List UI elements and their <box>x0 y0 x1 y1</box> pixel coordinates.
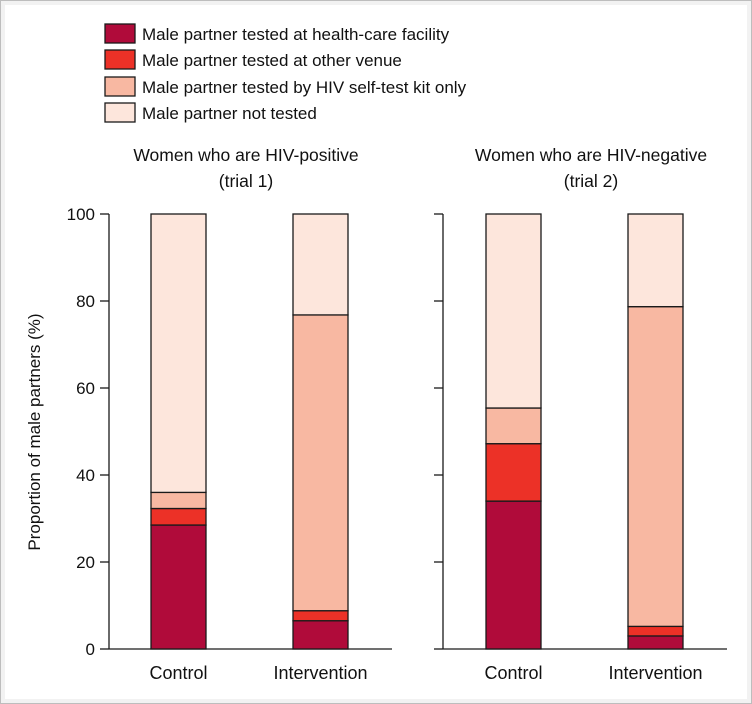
panel-title-line: Women who are HIV-negative <box>475 145 707 165</box>
legend-label: Male partner tested at other venue <box>142 51 402 70</box>
bar-segment <box>627 306 684 628</box>
panel-title-hiv-negative: Women who are HIV-negative (trial 2) <box>475 145 707 191</box>
legend-swatch <box>104 76 136 97</box>
stacked-bar-intervention <box>292 213 349 650</box>
panel-title-line: (trial 1) <box>219 171 273 191</box>
y-tick-label: 60 <box>76 379 95 398</box>
x-category-label: Control <box>484 663 542 683</box>
legend-label: Male partner tested by HIV self-test kit… <box>142 78 467 97</box>
y-tick-label: 0 <box>86 640 95 659</box>
bar-segment <box>292 213 349 316</box>
bar-segment <box>150 524 207 650</box>
legend-item: Male partner tested at other venue <box>104 49 402 70</box>
y-tick-label: 80 <box>76 292 95 311</box>
stacked-bar-intervention <box>627 213 684 650</box>
bar-segment <box>627 213 684 308</box>
bars <box>150 213 684 650</box>
panel-title-line: (trial 2) <box>564 171 618 191</box>
category-labels: Control Intervention Control Intervention <box>149 663 702 683</box>
bar-segment <box>627 625 684 637</box>
x-category-label: Intervention <box>273 663 367 683</box>
stacked-bar-control <box>485 213 542 650</box>
bar-segment <box>150 213 207 494</box>
bar-segment <box>485 500 542 650</box>
bar-segment <box>485 407 542 445</box>
legend-label: Male partner tested at health-care facil… <box>142 25 450 44</box>
y-axis-label: Proportion of male partners (%) <box>25 313 44 550</box>
legend-swatch <box>104 102 136 123</box>
bar-segment <box>292 610 349 622</box>
bar-segment <box>292 314 349 612</box>
y-tick-label: 20 <box>76 553 95 572</box>
bar-segment <box>485 213 542 409</box>
legend: Male partner tested at health-care facil… <box>104 23 467 123</box>
y-tick-label: 40 <box>76 466 95 485</box>
stacked-bar-control <box>150 213 207 650</box>
bar-segment <box>292 620 349 650</box>
legend-item: Male partner tested by HIV self-test kit… <box>104 76 467 97</box>
legend-item: Male partner not tested <box>104 102 317 123</box>
legend-swatch <box>104 49 136 70</box>
bar-segment <box>150 491 207 510</box>
bar-segment <box>627 635 684 650</box>
panel-title-line: Women who are HIV-positive <box>133 145 358 165</box>
legend-swatch <box>104 23 136 44</box>
bar-segment <box>485 443 542 502</box>
legend-label: Male partner not tested <box>142 104 317 123</box>
bar-segment <box>150 507 207 526</box>
x-category-label: Intervention <box>608 663 702 683</box>
panel-title-hiv-positive: Women who are HIV-positive (trial 1) <box>133 145 358 191</box>
y-tick-label: 100 <box>67 205 95 224</box>
x-category-label: Control <box>149 663 207 683</box>
legend-item: Male partner tested at health-care facil… <box>104 23 450 44</box>
